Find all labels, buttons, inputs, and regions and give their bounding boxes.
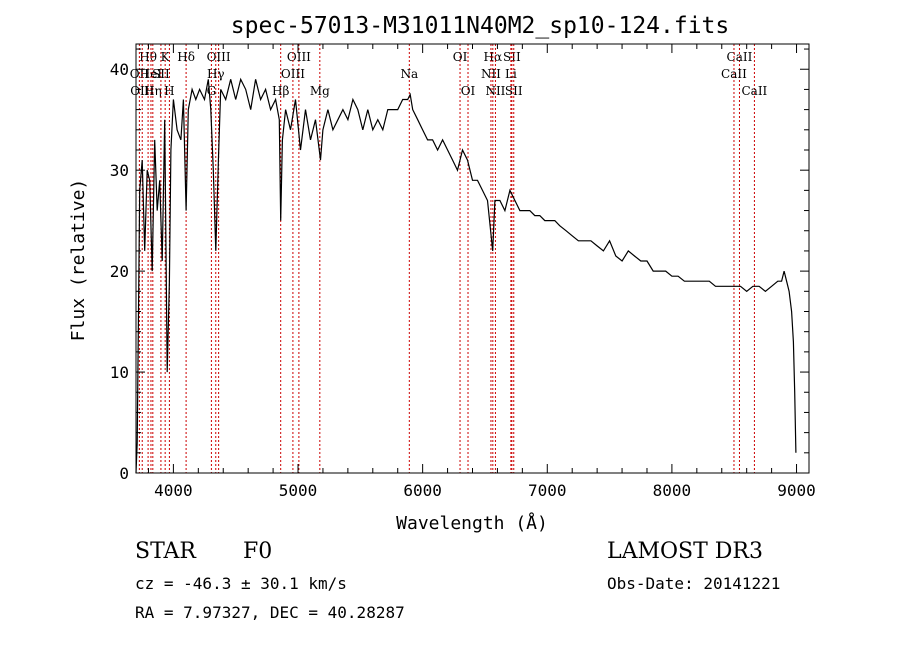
y-tick-label-1: 10 (110, 363, 129, 382)
y-tick-label-4: 40 (110, 60, 129, 79)
marker-label-21: NII (481, 67, 501, 81)
object-class: STAR (135, 539, 196, 564)
marker-label-4: OIII (130, 84, 154, 98)
marker-label-23: NII (485, 84, 505, 98)
y-tick-label-3: 30 (110, 161, 129, 180)
marker-label-6: SII (152, 67, 170, 81)
x-tick-label-0: 4000 (154, 481, 193, 500)
marker-label-13: OIII (281, 67, 305, 81)
survey-name: LAMOST DR3 (607, 539, 763, 564)
marker-label-16: Na (400, 67, 418, 81)
marker-label-2: HeI (140, 67, 163, 81)
marker-label-8: Hδ (177, 50, 195, 64)
marker-label-1: OII (130, 67, 150, 81)
y-tick-label-0: 0 (119, 464, 129, 483)
x-axis-label: Wavelength (Å) (396, 512, 548, 534)
axes: 4000 5000 6000 7000 8000 9000 0 10 20 30 40 (110, 44, 816, 500)
marker-label-10: Hγ (207, 67, 225, 81)
marker-label-14: Hβ (272, 84, 289, 98)
marker-label-9: OIII (207, 50, 231, 64)
plot-frame (135, 43, 810, 474)
marker-label-20: SII (503, 50, 521, 64)
marker-label-19: Hα (484, 50, 503, 64)
y-tick-label-2: 20 (110, 262, 129, 281)
x-tick-label-4: 8000 (653, 481, 692, 500)
x-tick-label-3: 7000 (528, 481, 567, 500)
marker-label-11: G (207, 84, 217, 98)
marker-label-22: Li (505, 67, 517, 81)
marker-label-15: Mg (310, 84, 330, 98)
marker-label-18: OI (461, 84, 476, 98)
marker-label-5: K (161, 50, 171, 64)
spectral-subclass: F0 (243, 539, 273, 564)
marker-label-27: CaII (741, 84, 767, 98)
marker-label-25: CaII (727, 50, 753, 64)
x-tick-label-2: 6000 (403, 481, 442, 500)
chart-title: spec-57013-M31011N40M2_sp10-124.fits (231, 13, 730, 39)
marker-label-12: OIII (287, 50, 311, 64)
marker-label-24: SII (505, 84, 523, 98)
redshift-cz: cz = -46.3 ± 30.1 km/s (135, 574, 347, 593)
x-tick-label-5: 9000 (777, 481, 816, 500)
x-tick-label-1: 5000 (279, 481, 318, 500)
marker-label-3: Hη (144, 84, 162, 98)
marker-label-26: CaII (721, 67, 747, 81)
marker-label-7: H (164, 84, 174, 98)
spectrum-line (135, 77, 797, 474)
marker-label-17: OI (453, 50, 468, 64)
y-axis-label: Flux (relative) (68, 179, 89, 342)
coordinates: RA = 7.97327, DEC = 40.28287 (135, 603, 405, 622)
observation-date: Obs-Date: 20141221 (607, 574, 781, 593)
